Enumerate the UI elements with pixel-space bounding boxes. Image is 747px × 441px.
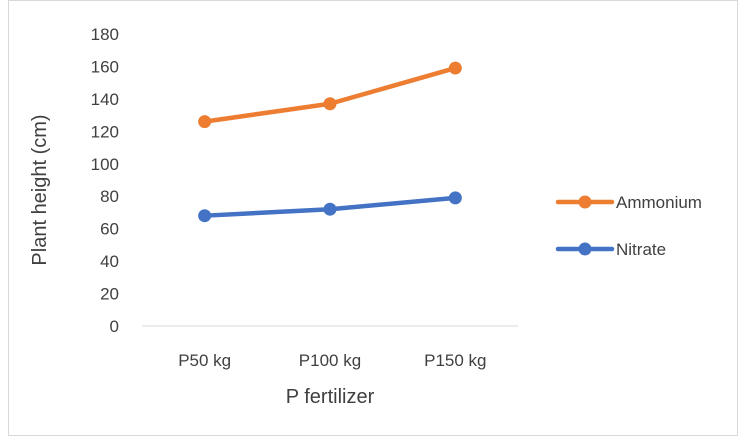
- legend-item-ammonium: Ammonium: [555, 193, 702, 212]
- data-point: [198, 115, 212, 129]
- y-tick-label: 0: [110, 317, 119, 336]
- y-tick-label: 60: [100, 220, 119, 239]
- y-tick-label: 180: [91, 25, 119, 44]
- y-tick-label: 120: [91, 122, 119, 141]
- data-point: [448, 191, 462, 205]
- data-point: [323, 97, 337, 111]
- y-axis-title: Plant height (cm): [29, 114, 51, 265]
- legend-label: Ammonium: [616, 193, 702, 212]
- x-tick-label: P150 kg: [424, 351, 486, 370]
- x-axis-ticks: P50 kg P100 kg P150 kg: [178, 351, 486, 370]
- series-nitrate: [198, 191, 462, 223]
- chart-frame: [8, 0, 738, 436]
- y-tick-label: 20: [100, 285, 119, 304]
- y-tick-label: 80: [100, 187, 119, 206]
- data-point: [198, 209, 212, 223]
- y-tick-label: 40: [100, 252, 119, 271]
- y-tick-label: 160: [91, 57, 119, 76]
- series-line: [202, 65, 458, 124]
- data-point: [448, 61, 462, 75]
- series-layer: [198, 61, 462, 223]
- y-tick-label: 140: [91, 90, 119, 109]
- x-tick-label: P50 kg: [178, 351, 231, 370]
- y-tick-label: 100: [91, 155, 119, 174]
- legend-label: Nitrate: [616, 240, 666, 259]
- y-axis-ticks: 0 20 40 60 80 100 120 140 160 180: [91, 25, 119, 336]
- legend-item-nitrate: Nitrate: [555, 240, 666, 259]
- data-point: [323, 202, 337, 216]
- legend: Ammonium Nitrate: [555, 193, 702, 259]
- series-ammonium: [198, 61, 462, 129]
- x-axis-title: P fertilizer: [286, 386, 375, 408]
- legend-dot-marker: [578, 195, 592, 209]
- legend-dot-marker: [578, 242, 592, 256]
- x-tick-label: P100 kg: [299, 351, 361, 370]
